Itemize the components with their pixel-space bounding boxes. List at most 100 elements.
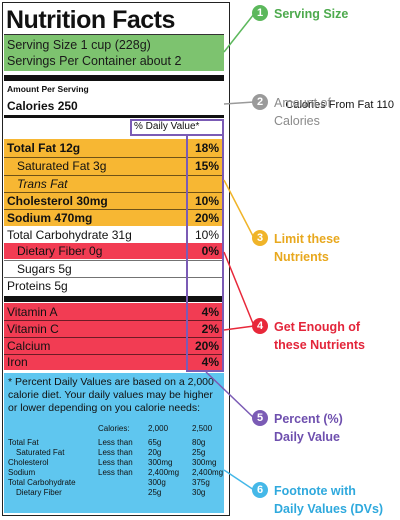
callout-text: Daily Value [274, 430, 341, 444]
servings-per-container: Servings Per Container about 2 [7, 54, 182, 68]
vitamin-name: Vitamin C [7, 322, 59, 336]
thick-rule [4, 296, 224, 302]
dv-row-limit: Less than [98, 448, 133, 457]
dv-row-2000: 300g [148, 478, 166, 487]
row-divider [4, 260, 224, 261]
label-title: Nutrition Facts [6, 6, 175, 34]
dv-row-name: Dietary Fiber [16, 488, 62, 497]
nutrient-name: Proteins 5g [7, 279, 68, 293]
title-rule [4, 34, 224, 35]
row-divider [4, 192, 224, 193]
calories: Calories 250 [7, 99, 78, 113]
nutrient-percent: 10% [194, 228, 219, 242]
callout-text: Serving Size [274, 7, 349, 21]
callout-text: Daily Values (DVs) [274, 502, 384, 516]
dv-row-name: Total Carbohydrate [8, 478, 76, 487]
footnote-highlight [4, 373, 224, 513]
nutrient-percent: 18% [194, 141, 219, 155]
serving-size: Serving Size 1 cup (228g) [7, 38, 151, 52]
callout-text: Get Enough of [274, 320, 361, 334]
callout-number: 5 [252, 410, 268, 426]
vitamin-percent: 4% [201, 305, 219, 319]
dv-table-row: Total Carbohydrate 300g 375g [8, 478, 222, 488]
row-divider [4, 277, 224, 278]
row-divider [4, 157, 224, 158]
dv-row-name: Total Fat [8, 438, 39, 447]
connector-4b [223, 325, 255, 331]
row-divider [4, 354, 224, 355]
dv-col-2500: 2,500 [192, 424, 213, 433]
connector-6 [223, 469, 255, 491]
nutrient-name: Sugars 5g [17, 262, 72, 276]
row-divider [4, 337, 224, 338]
callout-number: 3 [252, 230, 268, 246]
vitamin-name: Iron [7, 355, 28, 369]
footnote-text: * Percent Daily Values are based on a 2,… [8, 376, 214, 414]
nutrient-name: Saturated Fat 3g [17, 159, 107, 173]
nutrient-percent: 10% [194, 194, 219, 208]
callout-number: 6 [252, 482, 268, 498]
row-divider [4, 320, 224, 321]
dv-row-limit: Less than [98, 458, 133, 467]
vitamin-percent: 4% [201, 355, 219, 369]
thick-rule [4, 75, 224, 81]
dv-row-2000: 65g [148, 438, 162, 447]
dv-row-2500: 300mg [192, 458, 217, 467]
dv-table-row: Cholesterol Less than 300mg 300mg [8, 458, 222, 468]
fiber-highlight [4, 243, 224, 259]
dv-row-2000: 25g [148, 488, 162, 497]
dv-table-row: Total Fat Less than 65g 80g [8, 438, 222, 448]
nutrient-name: Total Fat 12g [7, 141, 81, 155]
vitamin-percent: 2% [201, 322, 219, 336]
dv-row-limit: Less than [98, 468, 133, 477]
dv-row-limit: Less than [98, 438, 133, 447]
dv-calories-label: Calories: [98, 424, 130, 433]
callout-text: Limit these [274, 232, 340, 246]
connector-1 [223, 13, 255, 53]
row-divider [4, 209, 224, 210]
dv-table-row: Sodium Less than 2,400mg 2,400mg [8, 468, 223, 478]
callout-text: Footnote with [274, 484, 356, 498]
dv-row-2000: 20g [148, 448, 162, 457]
vitamin-name: Vitamin A [7, 305, 58, 319]
connector-2 [223, 101, 255, 105]
dv-table-header: Calories: 2,000 2,500 [8, 424, 222, 434]
nutrient-percent: 20% [194, 211, 219, 225]
callout-text: Percent (%) [274, 412, 343, 426]
serving-highlight [4, 35, 224, 71]
mid-rule [4, 115, 224, 118]
dv-col-2000: 2,000 [148, 424, 169, 433]
nutrient-percent: 0% [201, 244, 219, 258]
dv-header-frame [130, 119, 224, 136]
callout-number: 2 [252, 94, 268, 110]
connector-5 [205, 371, 255, 419]
vitamin-percent: 20% [194, 339, 219, 353]
dv-row-2500: 25g [192, 448, 206, 457]
dv-table-row: Dietary Fiber 25g 30g [8, 488, 222, 498]
nutrient-name: Cholesterol 30mg [7, 194, 108, 208]
amount-per-serving: Amount Per Serving [7, 84, 89, 94]
dv-row-name: Cholesterol [8, 458, 49, 467]
dv-row-2000: 2,400mg [148, 468, 180, 477]
dv-row-name: Saturated Fat [16, 448, 65, 457]
callout-text: these Nutrients [274, 338, 365, 352]
dv-row-2000: 300mg [148, 458, 173, 467]
dv-table-row: Saturated Fat Less than 20g 25g [8, 448, 222, 458]
callout-text: Amount of [274, 96, 331, 110]
callout-text: Calories [274, 114, 320, 128]
nutrient-name: Sodium 470mg [7, 211, 93, 225]
connector-3 [223, 179, 255, 239]
dv-row-2500: 80g [192, 438, 206, 447]
row-divider [4, 175, 224, 176]
dv-row-2500: 375g [192, 478, 210, 487]
callout-number: 1 [252, 5, 268, 21]
nutrient-name: Total Carbohydrate 31g [7, 228, 132, 242]
dv-column-frame [186, 136, 224, 372]
connector-4a [223, 251, 255, 327]
callout-text: Nutrients [274, 250, 329, 264]
dv-row-name: Sodium [8, 468, 36, 477]
nutrient-name: Trans Fat [17, 177, 68, 191]
callout-number: 4 [252, 318, 268, 334]
dv-row-2500: 30g [192, 488, 206, 497]
nutrient-percent: 15% [194, 159, 219, 173]
